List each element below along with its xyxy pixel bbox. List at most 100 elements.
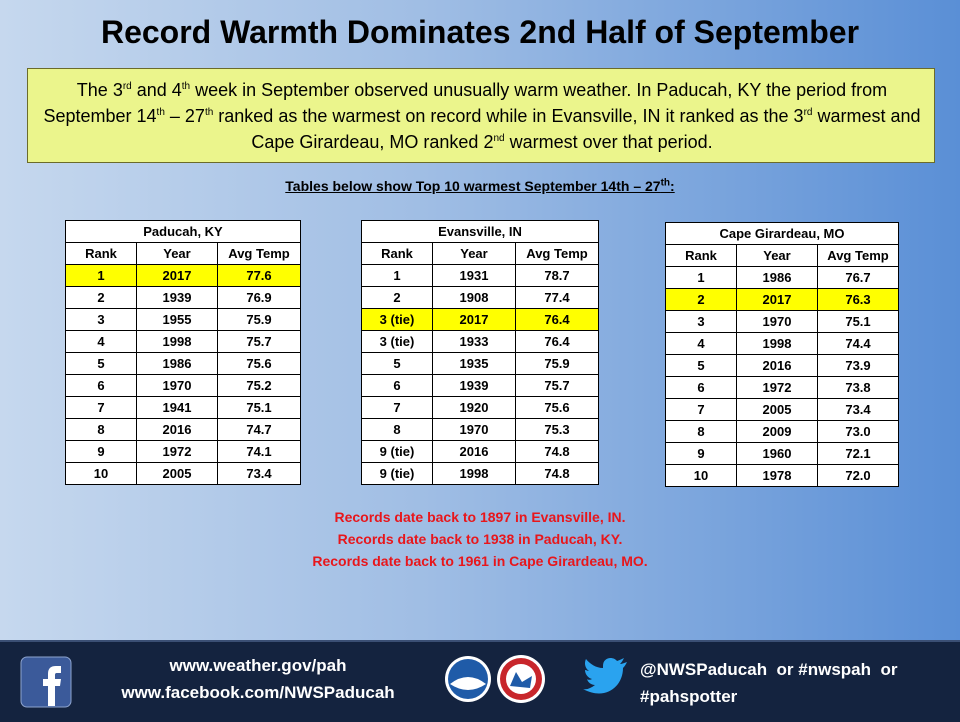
data-table: Evansville, IN Rank Year Avg Temp 1 1931 78.7 2… <box>361 220 599 485</box>
table-row: 2 2017 76.3 <box>665 288 899 311</box>
table-row: 9 1972 74.1 <box>65 440 301 463</box>
cell: 74.8 <box>515 440 599 463</box>
superscript: nd <box>493 133 505 144</box>
text-run: The 3 <box>76 80 123 100</box>
table-row: 1 2017 77.6 <box>65 264 301 287</box>
cell: 2017 <box>432 308 516 331</box>
link-text: www.weather.gov/pah <box>169 656 347 675</box>
text-run: Tables below show Top 10 warmest Septemb… <box>285 178 661 194</box>
table-row: 6 1939 75.7 <box>361 374 599 397</box>
cell: 7 <box>665 398 737 421</box>
title: Record Warmth Dominates 2nd Half of Sept… <box>100 14 860 50</box>
cell: 9 <box>665 442 737 465</box>
cell: 73.0 <box>817 420 899 443</box>
cell: 74.7 <box>217 418 301 441</box>
table-title-row: Cape Girardeau, MO <box>665 222 899 245</box>
cell: 6 <box>65 374 137 397</box>
text-run: – 27 <box>164 106 205 126</box>
noaa-nws-logos <box>445 655 545 703</box>
cell: 10 <box>65 462 137 485</box>
table-row: 10 1978 72.0 <box>665 464 899 487</box>
cell: 72.1 <box>817 442 899 465</box>
column-header: Rank <box>65 242 137 265</box>
text-run: week in September observed unusually war… <box>43 80 888 126</box>
data-table: Cape Girardeau, MO Rank Year Avg Temp 1 1986 7… <box>665 222 899 487</box>
cell: 3 (tie) <box>361 330 433 353</box>
superscript: rd <box>803 107 813 118</box>
cell: 7 <box>65 396 137 419</box>
header-row: Rank Year Avg Temp <box>361 242 599 265</box>
cell: 75.9 <box>217 308 301 331</box>
note: Records date back to 1897 in Evansville,… <box>334 509 626 525</box>
table-row: 6 1972 73.8 <box>665 376 899 399</box>
table-row: 8 1970 75.3 <box>361 418 599 441</box>
cell: 5 <box>65 352 137 375</box>
cell: 77.6 <box>217 264 301 287</box>
cell: 4 <box>65 330 137 353</box>
table-row: 3 1955 75.9 <box>65 308 301 331</box>
column-header: Rank <box>361 242 433 265</box>
cell: 1939 <box>136 286 218 309</box>
note: Records date back to 1961 in Cape Girard… <box>312 553 648 569</box>
cell: 1 <box>665 266 737 289</box>
cell: 1955 <box>136 308 218 331</box>
text-run: ranked as the warmest on record while in… <box>213 106 804 126</box>
cell: 77.4 <box>515 286 599 309</box>
table-row: 5 1935 75.9 <box>361 352 599 375</box>
table-row: 3 1970 75.1 <box>665 310 899 333</box>
cell: 75.6 <box>217 352 301 375</box>
cell: 2 <box>65 286 137 309</box>
cell: 1 <box>65 264 137 287</box>
column-header: Avg Temp <box>817 244 899 267</box>
social-handles: @NWSPaducah or #nwspah or #pahspotter <box>640 656 940 710</box>
cell: 10 <box>665 464 737 487</box>
superscript: th <box>660 177 671 189</box>
cell: 1986 <box>736 266 818 289</box>
column-header: Avg Temp <box>515 242 599 265</box>
cell: 73.4 <box>217 462 301 485</box>
cell: 6 <box>665 376 737 399</box>
links: www.weather.gov/pah www.facebook.com/NWSP… <box>80 652 436 706</box>
table-row: 9 1960 72.1 <box>665 442 899 465</box>
cell: 73.8 <box>817 376 899 399</box>
table-row: 1 1931 78.7 <box>361 264 599 287</box>
intro-box: The 3rd and 4th week in September observ… <box>27 68 935 163</box>
table-row: 3 (tie) 2017 76.4 <box>361 308 599 331</box>
cell: 2 <box>665 288 737 311</box>
cell: 75.1 <box>817 310 899 333</box>
cell: 2016 <box>736 354 818 377</box>
superscript: th <box>204 107 214 118</box>
column-header: Avg Temp <box>217 242 301 265</box>
cell: 5 <box>665 354 737 377</box>
cell: 76.9 <box>217 286 301 309</box>
link-text: www.facebook.com/NWSPaducah <box>121 683 395 702</box>
cell: 75.3 <box>515 418 599 441</box>
table-row: 9 (tie) 2016 74.8 <box>361 440 599 463</box>
cell: 1939 <box>432 374 516 397</box>
data-table: Paducah, KY Rank Year Avg Temp 1 2017 77.6 2 193… <box>65 220 301 485</box>
facebook-icon <box>20 656 72 708</box>
cell: 9 <box>65 440 137 463</box>
footer: www.weather.gov/pah www.facebook.com/NWSP… <box>0 640 960 722</box>
table-row: 7 1941 75.1 <box>65 396 301 419</box>
superscript: rd <box>122 81 132 92</box>
table-row: 3 (tie) 1933 76.4 <box>361 330 599 353</box>
text-run: warmest and Cape Girardeau, MO ranked 2 <box>251 106 921 152</box>
twitter-icon <box>583 658 627 694</box>
table-title: Paducah, KY <box>65 220 301 243</box>
cell: 8 <box>65 418 137 441</box>
social-text: @NWSPaducah or #nwspah or <box>640 660 898 679</box>
cell: 2017 <box>136 264 218 287</box>
cell: 78.7 <box>515 264 599 287</box>
column-header: Year <box>136 242 218 265</box>
cell: 1960 <box>736 442 818 465</box>
cell: 75.7 <box>515 374 599 397</box>
cell: 7 <box>361 396 433 419</box>
cell: 76.4 <box>515 330 599 353</box>
cell: 8 <box>665 420 737 443</box>
column-header: Rank <box>665 244 737 267</box>
cell: 1931 <box>432 264 516 287</box>
column-header: Year <box>432 242 516 265</box>
cell: 76.3 <box>817 288 899 311</box>
